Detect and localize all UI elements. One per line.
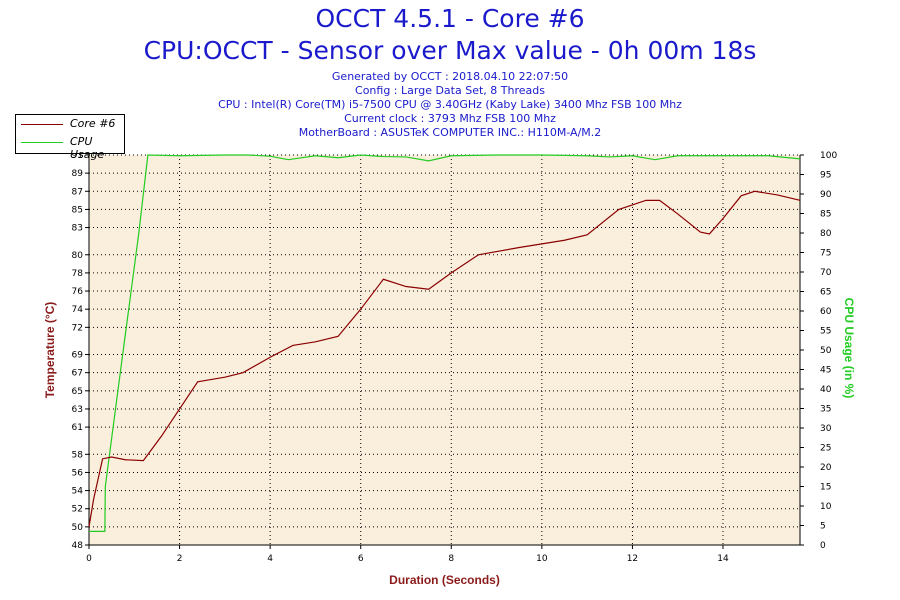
y2-tick-label: 70	[820, 268, 832, 278]
y2-tick-label: 45	[820, 366, 831, 376]
y2-tick-label: 90	[820, 190, 832, 200]
y2-tick-label: 100	[820, 151, 837, 161]
legend-label-core6: Core #6	[70, 117, 116, 130]
y2-tick-label: 60	[820, 307, 832, 317]
legend-label-cpu-usage: CPU Usage	[70, 135, 105, 161]
y-tick-label: 89	[72, 169, 84, 179]
y-tick-label: 56	[72, 468, 84, 478]
x-tick-label: 6	[358, 554, 364, 564]
chart-title: OCCT 4.5.1 - Core #6	[315, 4, 585, 33]
x-tick-label: 0	[86, 554, 92, 564]
y-tick-label: 58	[72, 450, 84, 460]
y-tick-label: 52	[72, 505, 83, 515]
y-tick-label: 61	[72, 423, 83, 433]
legend-swatch-core6	[21, 124, 63, 125]
y-tick-label: 83	[72, 224, 83, 234]
meta-config: Config : Large Data Set, 8 Threads	[355, 84, 545, 97]
x-tick-label: 2	[177, 554, 183, 564]
y2-tick-label: 25	[820, 444, 831, 454]
y2-tick-label: 30	[820, 424, 832, 434]
y2-tick-label: 85	[820, 210, 831, 220]
series-line-cpu-usage	[89, 154, 801, 532]
y-tick-label: 65	[72, 387, 83, 397]
y2-tick-label: 95	[820, 171, 831, 181]
y2-tick-label: 10	[820, 502, 832, 512]
y2-tick-label: 75	[820, 249, 831, 259]
y2-tick-label: 15	[820, 483, 831, 493]
meta-motherboard: MotherBoard : ASUSTeK COMPUTER INC.: H11…	[298, 126, 602, 139]
y-tick-label: 78	[72, 269, 84, 279]
x-tick-label: 14	[717, 554, 729, 564]
y2-tick-label: 40	[820, 385, 832, 395]
legend-item-core6: Core #6	[16, 116, 124, 132]
meta-clock: Current clock : 3793 Mhz FSB 100 Mhz	[344, 112, 556, 125]
legend: Core #6 CPU Usage	[15, 114, 125, 161]
meta-generated: Generated by OCCT : 2018.04.10 22:07:50	[331, 70, 569, 83]
y-tick-label: 72	[72, 323, 83, 333]
y2-tick-label: 55	[820, 327, 831, 337]
y-axis-label: Temperature (°C)	[43, 302, 57, 399]
meta-cpu: CPU : Intel(R) Core(TM) i5-7500 CPU @ 3.…	[218, 98, 682, 111]
y2-tick-label: 20	[820, 463, 832, 473]
chart-subtitle: CPU:OCCT - Sensor over Max value - 0h 00…	[143, 36, 757, 65]
y-tick-label: 91	[72, 151, 83, 161]
y-tick-label: 69	[72, 351, 84, 361]
y-tick-label: 63	[72, 405, 83, 415]
y-tick-label: 54	[72, 487, 84, 497]
y-tick-label: 50	[72, 523, 84, 533]
y2-axis-label: CPU Usage (in %)	[842, 298, 856, 399]
x-tick-label: 8	[448, 554, 454, 564]
y-tick-label: 67	[72, 369, 83, 379]
x-tick-label: 12	[627, 554, 638, 564]
y-tick-label: 76	[72, 287, 84, 297]
y-tick-label: 48	[72, 541, 84, 551]
y2-tick-label: 80	[820, 229, 832, 239]
y-tick-label: 80	[72, 251, 84, 261]
y2-tick-label: 50	[820, 346, 832, 356]
x-axis-label: Duration (Seconds)	[389, 573, 500, 587]
x-tick-label: 4	[267, 554, 273, 564]
y2-tick-label: 65	[820, 288, 831, 298]
legend-swatch-cpu-usage	[21, 142, 63, 143]
x-tick-label: 10	[536, 554, 548, 564]
y-tick-label: 87	[72, 187, 83, 197]
y-tick-label: 74	[72, 305, 84, 315]
plot-background	[89, 155, 800, 545]
series-line-core6	[88, 190, 801, 527]
y2-tick-label: 0	[820, 541, 826, 551]
y2-tick-label: 5	[820, 522, 826, 532]
y-tick-label: 85	[72, 205, 83, 215]
legend-item-cpu-usage: CPU Usage	[16, 134, 124, 161]
y2-tick-label: 35	[820, 405, 831, 415]
